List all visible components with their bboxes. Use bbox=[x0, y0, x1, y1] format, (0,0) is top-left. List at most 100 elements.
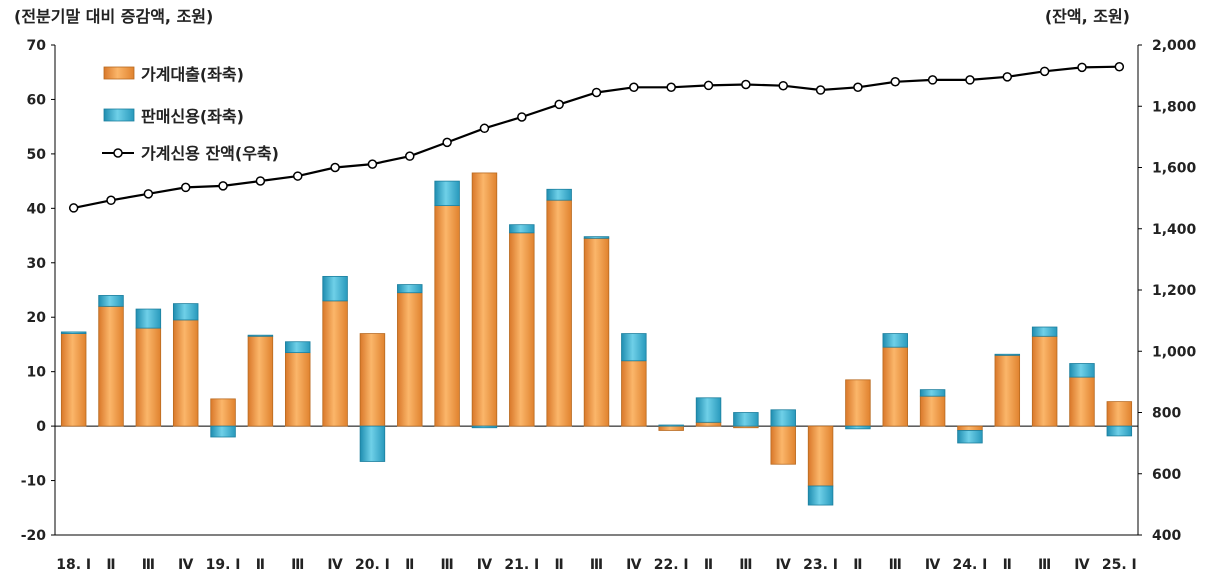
balance-point bbox=[965, 75, 975, 85]
balance-point bbox=[1077, 62, 1087, 73]
left-axis-ticks: -20 -10 0 10 20 30 40 50 60 70 bbox=[21, 38, 55, 544]
x-tick-label: Ⅳ bbox=[925, 557, 941, 573]
loan-bar bbox=[882, 346, 908, 427]
balance-point bbox=[1114, 61, 1125, 72]
x-tick-label: 24. Ⅰ bbox=[953, 557, 988, 573]
sales-credit-bar bbox=[397, 284, 423, 294]
balance-point bbox=[666, 82, 676, 93]
left-tick-label: -20 bbox=[21, 528, 47, 544]
balance-point bbox=[890, 77, 901, 87]
left-tick-label: -10 bbox=[21, 474, 47, 490]
balance-point bbox=[554, 99, 564, 110]
x-tick-label: Ⅳ bbox=[626, 557, 642, 573]
x-tick-label: Ⅳ bbox=[477, 557, 493, 573]
x-tick-label: Ⅳ bbox=[327, 557, 343, 573]
balance-point bbox=[629, 82, 639, 93]
x-tick-label: Ⅱ bbox=[704, 557, 713, 573]
x-tick-label: Ⅳ bbox=[776, 557, 792, 573]
right-tick-label: 400 bbox=[1152, 528, 1181, 544]
right-tick-label: 1,400 bbox=[1152, 222, 1197, 238]
sales-credit-bar bbox=[359, 425, 386, 462]
balance-point bbox=[292, 171, 303, 181]
loan-bar bbox=[919, 395, 946, 427]
right-tick-label: 1,000 bbox=[1152, 344, 1197, 360]
right-tick-label: 1,600 bbox=[1152, 161, 1197, 177]
x-tick-label: Ⅲ bbox=[441, 557, 454, 573]
left-tick-label: 20 bbox=[27, 310, 47, 326]
balance-point bbox=[405, 151, 415, 161]
loan-bar bbox=[1069, 376, 1095, 427]
left-tick-label: 70 bbox=[27, 38, 47, 54]
loan-bar bbox=[135, 327, 162, 427]
balance-point bbox=[778, 80, 788, 91]
sales-credit-bar bbox=[695, 397, 722, 423]
x-tick-label: 20. Ⅰ bbox=[355, 557, 390, 573]
sales-credit-bar bbox=[546, 188, 572, 201]
sales-credit-bar bbox=[957, 430, 983, 444]
sales-credit-bar bbox=[172, 303, 199, 321]
right-axis-ticks: 400 600 800 1,000 1,200 1,400 1,600 1,800 2,000 bbox=[1138, 38, 1197, 544]
sales-credit-bar bbox=[733, 412, 759, 427]
left-axis-title: (전분기말 대비 증감액, 조원) bbox=[14, 7, 213, 26]
balance-point bbox=[1039, 66, 1050, 77]
sales-credit-bar bbox=[994, 353, 1021, 356]
sales-credit-bar bbox=[434, 180, 460, 207]
sales-credit-bar bbox=[135, 308, 162, 329]
x-tick-label: Ⅲ bbox=[889, 557, 902, 573]
sales-credit-bar bbox=[1031, 326, 1058, 337]
x-tick-label: Ⅳ bbox=[1074, 557, 1090, 573]
balance-point bbox=[517, 112, 527, 122]
sales-credit-bar bbox=[98, 295, 124, 307]
balance-point bbox=[479, 123, 490, 134]
legend-swatch-sales bbox=[103, 108, 135, 122]
loan-bar bbox=[546, 199, 572, 427]
line-series bbox=[68, 61, 1125, 213]
x-tick-label: 23. Ⅰ bbox=[803, 557, 838, 573]
right-tick-label: 800 bbox=[1152, 406, 1181, 422]
x-tick-label: Ⅱ bbox=[853, 557, 862, 573]
loan-bar bbox=[621, 360, 647, 427]
x-tick-label: Ⅱ bbox=[405, 557, 414, 573]
legend-swatch-loan bbox=[103, 66, 135, 80]
right-axis-title: (잔액, 조원) bbox=[1045, 7, 1130, 26]
x-tick-label: Ⅲ bbox=[739, 557, 752, 573]
sales-credit-bar bbox=[621, 333, 647, 362]
loan-bar bbox=[98, 305, 124, 427]
x-tick-label: Ⅲ bbox=[590, 557, 603, 573]
sales-credit-bar bbox=[770, 409, 796, 427]
loan-bar bbox=[471, 172, 498, 427]
bar-series bbox=[60, 172, 1133, 506]
left-tick-label: 40 bbox=[27, 201, 47, 217]
loan-bar bbox=[770, 425, 796, 465]
left-tick-label: 0 bbox=[36, 419, 46, 435]
loan-bar bbox=[845, 379, 871, 427]
balance-point bbox=[442, 137, 452, 148]
sales-credit-bar bbox=[845, 425, 871, 430]
x-tick-label: 22. Ⅰ bbox=[654, 557, 689, 573]
x-axis-ticks: 18. Ⅰ Ⅱ Ⅲ Ⅳ 19. Ⅰ Ⅱ Ⅲ Ⅳ 20. Ⅰ Ⅱ Ⅲ Ⅳ 21. Ⅰ Ⅱ Ⅲ Ⅳ 22. Ⅰ Ⅱ Ⅲ Ⅳ… bbox=[56, 557, 1137, 573]
sales-credit-bar bbox=[919, 389, 946, 397]
legend: 가계대출(좌축) 판매신용(좌축) 가계신용 잔액(우축) bbox=[102, 65, 279, 163]
legend-label-sales: 판매신용(좌축) bbox=[141, 107, 244, 126]
loan-bar bbox=[957, 425, 983, 431]
right-tick-label: 2,000 bbox=[1152, 38, 1197, 54]
x-tick-label: Ⅱ bbox=[555, 557, 564, 573]
loan-bar bbox=[658, 425, 684, 431]
x-tick-label: 19. Ⅰ bbox=[206, 557, 241, 573]
x-tick-label: 21. Ⅰ bbox=[504, 557, 539, 573]
legend-label-loan: 가계대출(좌축) bbox=[141, 65, 244, 84]
loan-bar bbox=[172, 319, 199, 427]
x-tick-label: Ⅳ bbox=[178, 557, 194, 573]
left-tick-label: 30 bbox=[27, 256, 47, 272]
sales-credit-bar bbox=[210, 425, 236, 438]
x-tick-label: Ⅱ bbox=[106, 557, 115, 573]
loan-bar bbox=[397, 292, 423, 427]
sales-credit-bar bbox=[658, 424, 684, 427]
balance-point bbox=[255, 176, 266, 186]
balance-point bbox=[927, 75, 938, 85]
x-tick-label: Ⅱ bbox=[1003, 557, 1012, 573]
balance-point bbox=[367, 159, 378, 169]
sales-credit-bar bbox=[583, 236, 610, 239]
balance-point bbox=[218, 181, 228, 191]
